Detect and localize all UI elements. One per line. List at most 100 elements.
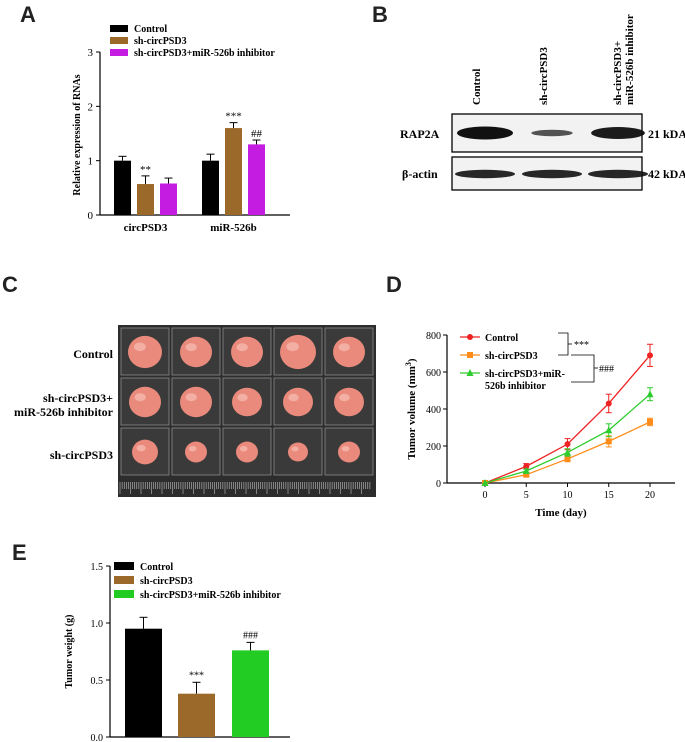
lane-label-line: miR-526b inhibitor bbox=[624, 14, 636, 105]
y-axis-label: Tumor weight (g) bbox=[64, 615, 75, 689]
y-tick-label: 0.5 bbox=[91, 676, 104, 687]
tumor bbox=[338, 441, 360, 463]
row-label-actin: β-actin bbox=[402, 167, 438, 181]
tumor-highlight bbox=[237, 393, 248, 402]
tumor-highlight bbox=[338, 343, 350, 352]
y-axis-label: Relative expression of RNAs bbox=[72, 74, 83, 195]
legend-swatch bbox=[114, 590, 134, 598]
photo-row-label: sh-circPSD3+ bbox=[43, 391, 113, 405]
band-actin bbox=[588, 169, 648, 179]
band-rap2a bbox=[457, 126, 513, 140]
bar-0-1 bbox=[202, 160, 219, 215]
lane-label-line: sh-circPSD3+ bbox=[612, 41, 624, 105]
legend-marker bbox=[467, 352, 473, 358]
tumor-highlight bbox=[239, 445, 248, 452]
tumor-highlight bbox=[286, 342, 299, 352]
tumor-highlight bbox=[291, 446, 299, 452]
tumor-highlight bbox=[236, 343, 248, 352]
y-tick-label: 3 bbox=[88, 47, 94, 59]
point bbox=[605, 426, 613, 434]
x-tick-label: 10 bbox=[563, 490, 573, 501]
y-tick-label: 2 bbox=[88, 101, 94, 113]
chart-a-relative-expression: 0 1 2 3 Relative expression of RNAs circPSD3 m… bbox=[72, 24, 290, 234]
photo-row-label: Control bbox=[73, 347, 113, 361]
size-label-rap2a: 21 kDA bbox=[648, 127, 685, 141]
y-tick-label: 200 bbox=[426, 442, 441, 453]
legend-label: sh-circPSD3+miR- bbox=[485, 369, 565, 380]
legend-label: sh-circPSD3+miR-526b inhibitor bbox=[140, 590, 281, 601]
bar-2 bbox=[232, 650, 269, 737]
tumor bbox=[132, 439, 158, 465]
x-tick-label: 5 bbox=[524, 490, 529, 501]
point bbox=[647, 352, 653, 359]
significance-mark: ** bbox=[140, 164, 151, 176]
tumor bbox=[232, 387, 262, 417]
y-tick-label: 0 bbox=[88, 210, 94, 222]
bar-0-0 bbox=[114, 160, 131, 215]
bar-2-1 bbox=[248, 144, 265, 215]
bar-1 bbox=[178, 693, 215, 737]
lane-label-line: sh-circPSD3 bbox=[538, 47, 550, 105]
point bbox=[481, 479, 489, 486]
y-tick-label: 400 bbox=[426, 405, 441, 416]
bar-1-1 bbox=[225, 128, 242, 215]
tumor-highlight bbox=[288, 393, 299, 402]
legend-swatch bbox=[110, 49, 128, 56]
tumor bbox=[180, 386, 212, 418]
legend-swatch bbox=[110, 25, 128, 32]
x-tick-label: 15 bbox=[604, 490, 614, 501]
panel-label-a: A bbox=[20, 2, 36, 27]
point bbox=[564, 448, 571, 456]
y-tick-label: 800 bbox=[426, 331, 441, 342]
tumor bbox=[180, 336, 212, 368]
tumor bbox=[333, 336, 365, 368]
band-rap2a bbox=[591, 127, 645, 139]
y-tick-label: 1.5 bbox=[91, 562, 104, 573]
legend-label: sh-circPSD3+miR-526b inhibitor bbox=[134, 48, 275, 59]
lane-label-line: Control bbox=[471, 69, 483, 105]
chart-d-tumor-volume: 0 200 400 600 800 0 5 10 15 20 Time (day) Tumor vol… bbox=[404, 331, 675, 519]
x-axis-label: Time (day) bbox=[535, 507, 587, 519]
point bbox=[646, 390, 654, 398]
tumor-highlight bbox=[185, 343, 197, 352]
tumor bbox=[128, 335, 162, 369]
panel-label-e: E bbox=[12, 540, 27, 565]
x-tick-label: 0 bbox=[483, 490, 488, 501]
legend-label: Control bbox=[140, 562, 173, 573]
tumor-highlight bbox=[134, 393, 146, 402]
legend-label: Control bbox=[134, 24, 167, 35]
size-label-actin: 42 kDA bbox=[648, 167, 685, 181]
panel-label-c: C bbox=[2, 272, 18, 297]
bracket-label: ### bbox=[599, 364, 614, 375]
western-blot-b: Control sh-circPSD3 sh-circPSD3+ miR-526b i… bbox=[400, 14, 685, 191]
y-tick-label: 1.0 bbox=[91, 619, 104, 630]
significance-mark: *** bbox=[225, 111, 242, 123]
tumor bbox=[236, 441, 258, 463]
tumor-highlight bbox=[185, 393, 197, 402]
panel-label-b: B bbox=[372, 2, 388, 27]
bar-1-0 bbox=[137, 184, 154, 215]
legend-label: Control bbox=[485, 333, 518, 344]
y-tick-label: 0 bbox=[436, 479, 441, 490]
tumor bbox=[280, 334, 316, 370]
bar-2-0 bbox=[160, 183, 177, 215]
legend-label: 526b inhibitor bbox=[485, 381, 546, 392]
bracket-2 bbox=[571, 354, 595, 383]
legend-swatch bbox=[114, 576, 134, 584]
chart-e-tumor-weight: 0.0 0.5 1.0 1.5 Tumor weight (g) *** ### Contro… bbox=[64, 562, 290, 742]
point bbox=[523, 471, 530, 478]
tumor bbox=[185, 441, 207, 463]
tumor bbox=[288, 442, 308, 462]
row-label-rap2a: RAP2A bbox=[400, 127, 440, 141]
point bbox=[564, 455, 571, 462]
legend-swatch bbox=[110, 37, 128, 44]
legend-label: sh-circPSD3 bbox=[134, 36, 187, 47]
panel-label-d: D bbox=[386, 272, 402, 297]
tumor bbox=[283, 387, 313, 417]
band-actin bbox=[455, 169, 515, 179]
point bbox=[605, 400, 612, 407]
tumor bbox=[231, 336, 263, 368]
legend-marker bbox=[466, 369, 474, 376]
point bbox=[605, 438, 612, 445]
photo-row-label: miR-526b inhibitor bbox=[14, 405, 114, 419]
